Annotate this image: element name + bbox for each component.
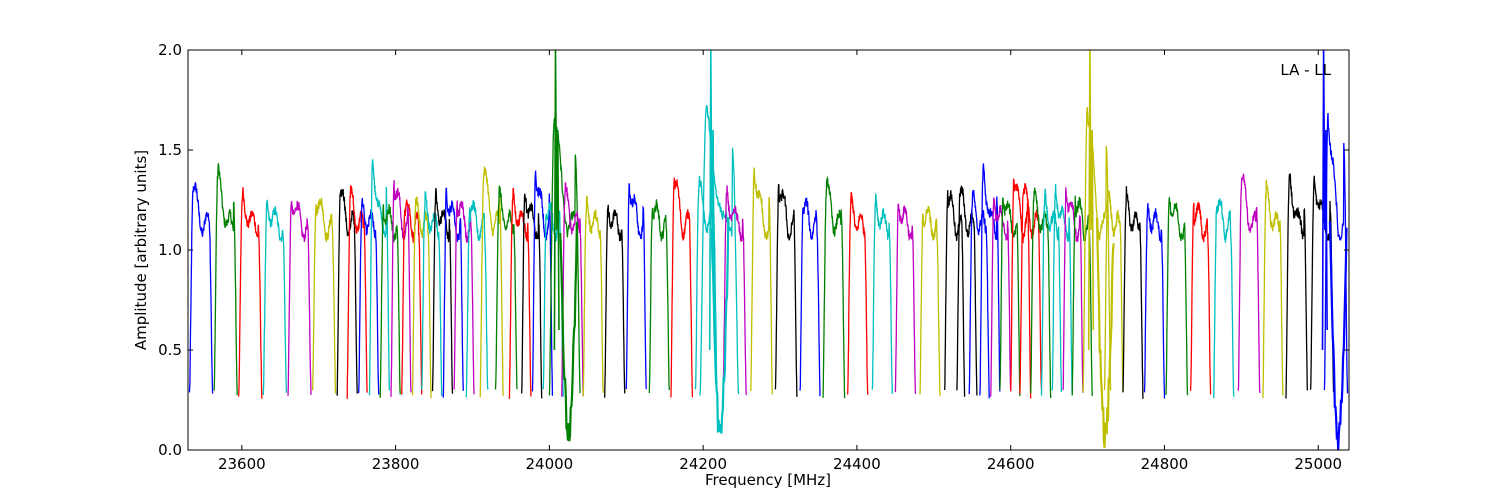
band-series-line — [648, 199, 670, 394]
band-series-line — [822, 175, 846, 399]
band-series-line — [465, 200, 489, 398]
band-series-line — [1051, 183, 1073, 395]
band-series-line — [999, 197, 1021, 397]
band-series-line — [1040, 188, 1063, 396]
band-series-line — [1323, 112, 1349, 394]
band-series-line — [990, 197, 1012, 397]
band-series-line — [956, 185, 978, 396]
band-series-line — [722, 185, 747, 396]
band-series-line — [943, 190, 966, 397]
absorption-feature-line — [1095, 217, 1115, 448]
band-series-line — [401, 199, 423, 395]
corner-annotation: LA - LL — [1280, 61, 1331, 79]
band-series-line — [287, 200, 312, 396]
band-series-line — [358, 197, 380, 395]
band-series-line — [379, 204, 401, 398]
y-tick-label: 0.0 — [158, 441, 182, 459]
band-series-line — [479, 166, 504, 398]
band-series-line — [979, 163, 1001, 396]
band-series-line — [799, 197, 821, 397]
band-series-line — [542, 202, 564, 397]
band-series-line — [774, 183, 798, 397]
band-series-line — [1030, 187, 1052, 399]
x-tick-label: 24200 — [679, 455, 727, 473]
y-tick-label: 0.5 — [158, 341, 182, 359]
band-series-line — [968, 189, 990, 399]
band-series-line — [750, 167, 773, 395]
band-series-line — [1189, 200, 1212, 395]
band-series-line — [390, 180, 412, 397]
spike-line — [708, 50, 716, 351]
x-tick-label: 24600 — [987, 455, 1035, 473]
band-series-line — [453, 200, 475, 395]
x-tick-label: 24000 — [526, 455, 574, 473]
band-series-line — [336, 189, 358, 396]
band-series-line — [188, 181, 214, 394]
band-series-line — [1010, 178, 1032, 399]
band-series-line — [431, 187, 454, 394]
absorption-feature-line — [1328, 221, 1348, 450]
band-series-line — [847, 191, 869, 395]
axis-ticks: 23600 23800 24000 24200 24400 24600 24800 25000… — [158, 41, 1349, 473]
band-series-line — [1165, 197, 1189, 396]
y-tick-label: 1.5 — [158, 141, 182, 159]
band-series-line — [561, 182, 584, 397]
band-series-line — [421, 191, 443, 397]
x-tick-label: 23600 — [218, 455, 266, 473]
band-series-line — [262, 199, 288, 396]
band-series-line — [1213, 198, 1235, 399]
y-tick-label: 2.0 — [158, 41, 182, 59]
band-series-line — [1262, 179, 1284, 398]
band-series-line — [1062, 187, 1084, 393]
x-axis-label: Frequency [MHz] — [705, 471, 831, 489]
spike-line — [1087, 50, 1095, 351]
series-layer — [188, 50, 1349, 450]
band-series-line — [625, 183, 647, 390]
band-series-line — [346, 185, 368, 399]
band-series-line — [1103, 190, 1124, 393]
band-series-line — [604, 204, 626, 398]
x-tick-label: 23800 — [372, 455, 420, 473]
absorption-feature-line — [710, 217, 730, 434]
x-tick-label: 24800 — [1141, 455, 1189, 473]
band-series-line — [1122, 186, 1144, 399]
band-series-line — [871, 193, 893, 394]
band-series-line — [1237, 173, 1261, 393]
band-series-line — [411, 196, 432, 399]
x-tick-label: 25000 — [1294, 455, 1342, 473]
band-series-line — [238, 187, 263, 399]
band-series-line — [582, 195, 604, 397]
band-series-line — [670, 177, 694, 398]
band-series-line — [508, 187, 532, 399]
band-series-line — [894, 203, 917, 394]
y-axis-label: Amplitude [arbitrary units] — [132, 150, 150, 350]
band-series-line — [494, 184, 518, 390]
absorption-feature-line — [559, 222, 578, 442]
spike-line — [553, 50, 560, 351]
band-series-line — [442, 187, 464, 398]
band-series-line — [368, 159, 391, 396]
band-series-line — [1285, 173, 1309, 399]
band-series-line — [699, 104, 740, 396]
spike-line — [1321, 50, 1328, 351]
band-series-line — [213, 163, 238, 396]
band-series-line — [311, 197, 337, 394]
band-series-line — [919, 205, 941, 397]
band-series-line — [521, 193, 543, 399]
band-series-line — [1143, 203, 1166, 399]
band-series-line — [1082, 107, 1112, 393]
plot-frame — [187, 49, 1350, 451]
x-tick-label: 24400 — [833, 455, 881, 473]
y-tick-label: 1.0 — [158, 241, 182, 259]
